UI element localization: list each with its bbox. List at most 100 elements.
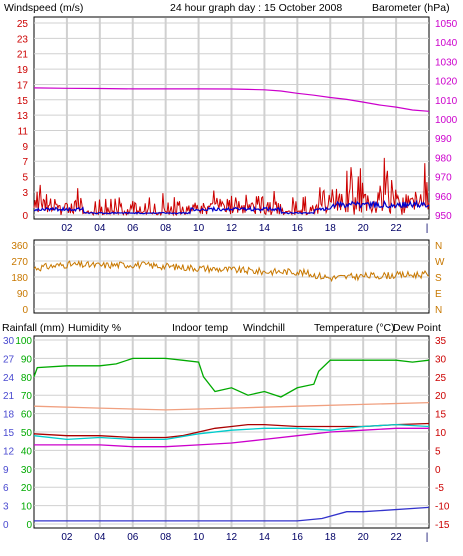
humidity-tick-label: 30 <box>21 465 33 476</box>
windspeed-tick-label: 7 <box>22 157 28 168</box>
chart-title: 24 hour graph day : 15 October 2008 <box>170 2 342 14</box>
compass-tick-label: E <box>435 289 442 300</box>
x-tick-label: 18 <box>325 223 337 234</box>
x-tick-label: 18 <box>325 532 337 543</box>
x-tick-label: 14 <box>259 223 271 234</box>
rainfall-tick-label: 0 <box>3 520 9 531</box>
windspeed-tick-label: 5 <box>22 173 28 184</box>
x-tick-label: 04 <box>94 223 106 234</box>
indoor-temp-line <box>33 401 430 411</box>
rainfall-tick-label: 21 <box>3 391 15 402</box>
windspeed-tick-label: 19 <box>17 65 29 76</box>
temperature-tick-label: 10 <box>435 428 447 439</box>
x-tick-label: 12 <box>226 532 238 543</box>
barometer-tick-label: 1000 <box>435 115 458 126</box>
tick-labels: 2523211917151311975301050104010301020101… <box>3 19 458 543</box>
rainfall-tick-label: 9 <box>3 465 9 476</box>
temperature-tick-label: 0 <box>435 465 441 476</box>
x-tick-label: 10 <box>193 532 205 543</box>
compass-tick-label: N <box>435 241 442 252</box>
direction-tick-label: 0 <box>22 305 28 316</box>
legend-dew-point: Dew Point <box>393 322 441 334</box>
windspeed-tick-label: 11 <box>18 127 29 138</box>
barometer-tick-label: 980 <box>435 153 452 164</box>
rainfall-mm-line <box>34 506 430 522</box>
x-tick-end: | <box>426 223 429 234</box>
windspeed-average-line <box>33 199 430 215</box>
windspeed-tick-label: 25 <box>17 19 29 30</box>
humidity-tick-label: 20 <box>21 483 33 494</box>
temperature-tick-label: -5 <box>435 483 444 494</box>
rainfall-tick-label: 18 <box>3 410 15 421</box>
legend-rainfall: Rainfall (mm) <box>2 322 64 334</box>
humidity-tick-label: 0 <box>26 520 32 531</box>
temperature-tick-label: -15 <box>435 520 450 531</box>
x-tick-label: 16 <box>292 532 304 543</box>
rainfall-tick-label: 15 <box>3 428 15 439</box>
barometer-tick-label: 1040 <box>435 38 458 49</box>
x-tick-end: | <box>426 532 429 543</box>
direction-tick-label: 90 <box>17 289 29 300</box>
temperature-c-line <box>33 422 430 439</box>
humidity-tick-label: 50 <box>21 428 33 439</box>
humidity-line <box>33 357 430 398</box>
legend-temperature: Temperature (°C) <box>314 322 395 334</box>
humidity-tick-label: 60 <box>21 410 33 421</box>
barometer-tick-label: 1010 <box>435 96 458 107</box>
barometer-tick-label: 1020 <box>435 77 458 88</box>
rainfall-tick-label: 30 <box>3 336 15 347</box>
temperature-tick-label: -10 <box>435 502 450 513</box>
barometer-tick-label: 1050 <box>435 19 458 30</box>
rainfall-tick-label: 12 <box>3 446 15 457</box>
grid-lines <box>34 18 429 527</box>
humidity-tick-label: 100 <box>15 336 32 347</box>
windchill-line <box>33 423 430 441</box>
windspeed-gust-line <box>33 157 430 217</box>
x-tick-label: 20 <box>358 223 370 234</box>
direction-tick-label: 360 <box>11 241 28 252</box>
x-tick-label: 20 <box>358 532 370 543</box>
rainfall-tick-label: 3 <box>3 502 9 513</box>
humidity-tick-label: 90 <box>21 354 33 365</box>
x-tick-label: 12 <box>226 223 238 234</box>
windspeed-tick-label: 21 <box>17 50 29 61</box>
compass-tick-label: N <box>435 305 442 316</box>
x-tick-label: 04 <box>94 532 106 543</box>
barometer-line <box>33 87 430 112</box>
x-tick-label: 02 <box>61 223 73 234</box>
legend-windchill: Windchill <box>243 322 285 334</box>
windspeed-axis-label: Windspeed (m/s) <box>4 2 83 14</box>
barometer-tick-label: 950 <box>435 211 452 222</box>
temperature-tick-label: 20 <box>435 391 447 402</box>
x-tick-label: 06 <box>127 223 139 234</box>
wind-direction-line <box>33 259 430 283</box>
windspeed-tick-label: 0 <box>22 211 28 222</box>
x-tick-label: 14 <box>259 532 271 543</box>
x-tick-label: 06 <box>127 532 139 543</box>
rainfall-tick-label: 24 <box>3 373 15 384</box>
barometer-axis-label: Barometer (hPa) <box>372 2 450 14</box>
temperature-tick-label: 5 <box>435 446 441 457</box>
x-tick-label: 02 <box>61 532 73 543</box>
dew-point-line <box>34 427 429 448</box>
x-tick-label: 10 <box>193 223 205 234</box>
barometer-tick-label: 1030 <box>435 57 458 68</box>
barometer-tick-label: 970 <box>435 173 452 184</box>
compass-tick-label: S <box>435 273 442 284</box>
legend-indoor-temp: Indoor temp <box>172 322 228 334</box>
temperature-tick-label: 35 <box>435 336 447 347</box>
windspeed-tick-label: 15 <box>17 96 29 107</box>
x-tick-label: 22 <box>391 532 403 543</box>
windspeed-tick-label: 3 <box>22 188 28 199</box>
barometer-tick-label: 960 <box>435 192 452 203</box>
humidity-tick-label: 80 <box>21 373 33 384</box>
windspeed-tick-label: 9 <box>22 142 28 153</box>
x-tick-label: 08 <box>160 532 172 543</box>
humidity-tick-label: 40 <box>21 446 33 457</box>
x-tick-label: 08 <box>160 223 172 234</box>
rainfall-tick-label: 27 <box>3 354 15 365</box>
series-lines <box>33 87 430 522</box>
temperature-tick-label: 15 <box>435 410 447 421</box>
temperature-tick-label: 30 <box>435 354 447 365</box>
